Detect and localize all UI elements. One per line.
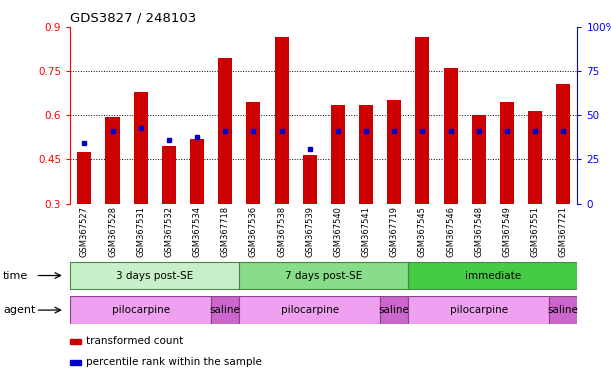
Bar: [331, 105, 345, 204]
Bar: [211, 296, 239, 324]
Bar: [106, 117, 120, 204]
Bar: [359, 105, 373, 204]
Text: pilocarpine: pilocarpine: [280, 305, 339, 315]
Bar: [387, 101, 401, 204]
Bar: [274, 37, 288, 204]
Text: immediate: immediate: [465, 270, 521, 281]
Text: agent: agent: [3, 305, 35, 315]
Text: transformed count: transformed count: [86, 336, 183, 346]
Text: pilocarpine: pilocarpine: [450, 305, 508, 315]
Bar: [408, 296, 549, 324]
Text: saline: saline: [210, 305, 241, 315]
Bar: [500, 102, 514, 204]
Bar: [134, 92, 148, 204]
Text: 3 days post-SE: 3 days post-SE: [116, 270, 194, 281]
Text: percentile rank within the sample: percentile rank within the sample: [86, 358, 262, 367]
Bar: [472, 115, 486, 204]
Bar: [415, 37, 430, 204]
Bar: [240, 262, 408, 290]
Text: saline: saline: [379, 305, 410, 315]
Bar: [246, 102, 260, 204]
Bar: [556, 84, 570, 204]
Text: saline: saline: [548, 305, 579, 315]
Bar: [190, 139, 204, 204]
Bar: [302, 155, 316, 204]
Bar: [408, 262, 577, 290]
Text: GDS3827 / 248103: GDS3827 / 248103: [70, 12, 197, 25]
Bar: [380, 296, 408, 324]
Bar: [70, 296, 211, 324]
Bar: [549, 296, 577, 324]
Bar: [444, 68, 458, 204]
Text: pilocarpine: pilocarpine: [112, 305, 170, 315]
Bar: [240, 296, 379, 324]
Bar: [528, 111, 542, 204]
Bar: [70, 262, 239, 290]
Bar: [162, 146, 176, 204]
Bar: [78, 152, 92, 204]
Text: time: time: [3, 270, 28, 281]
Bar: [218, 58, 232, 204]
Text: 7 days post-SE: 7 days post-SE: [285, 270, 362, 281]
